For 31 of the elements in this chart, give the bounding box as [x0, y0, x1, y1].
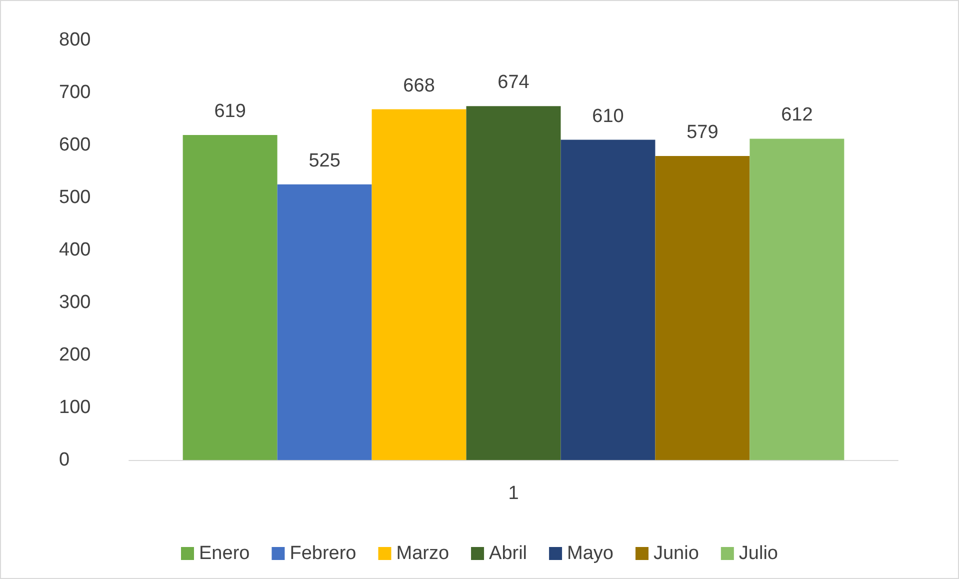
legend-label: Marzo [396, 543, 450, 564]
bar [372, 109, 466, 460]
y-tick-label: 300 [59, 292, 91, 313]
y-tick-label: 500 [59, 187, 91, 208]
bar [466, 106, 561, 460]
bar [182, 135, 278, 460]
data-label: 668 [403, 75, 435, 96]
y-tick-label: 200 [59, 344, 91, 366]
legend-label: Julio [738, 543, 778, 564]
y-tick-label: 100 [59, 397, 91, 418]
y-tick-label: 0 [59, 450, 70, 470]
x-tick-label: 1 [508, 483, 519, 504]
y-tick-label: 700 [59, 82, 91, 103]
bar [750, 138, 844, 460]
data-label: 674 [498, 72, 530, 94]
legend-label: Junio [653, 543, 699, 564]
bar [560, 140, 656, 460]
data-label: 612 [781, 104, 813, 126]
data-label: 579 [686, 122, 718, 144]
data-label: 610 [592, 106, 624, 127]
bar [655, 156, 750, 460]
y-tick-label: 800 [59, 30, 91, 50]
bar [277, 184, 372, 460]
data-label: 525 [308, 150, 340, 172]
legend-label: Abril [489, 543, 528, 564]
y-tick-label: 600 [59, 134, 91, 156]
legend-label: Mayo [567, 543, 614, 564]
y-tick-label: 400 [59, 240, 91, 260]
legend-label: Febrero [290, 543, 356, 564]
legend-label: Enero [199, 543, 250, 564]
data-label: 619 [214, 101, 246, 122]
